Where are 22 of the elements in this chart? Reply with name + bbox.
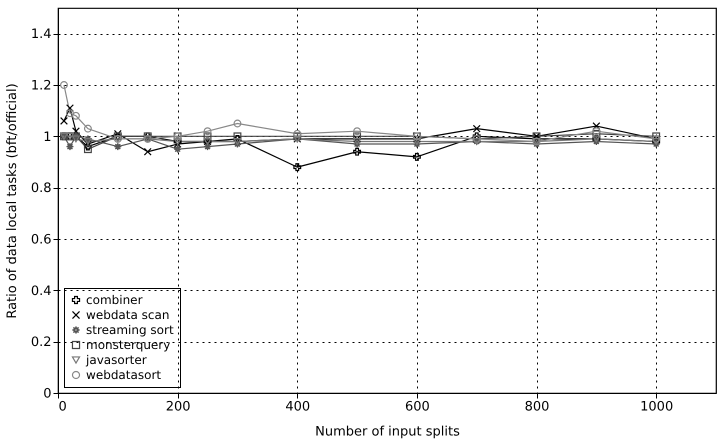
y-tick-label: 0.8	[30, 181, 52, 196]
legend-label: streaming sort	[86, 323, 174, 337]
y-tick-label: 1.4	[30, 27, 52, 42]
x-tick-label: 800	[524, 400, 550, 414]
y-tick-label: 1	[43, 130, 52, 145]
x-tick-label: 600	[404, 400, 430, 414]
x-tick-label: 400	[285, 400, 310, 414]
x-tick-label: 200	[166, 400, 191, 414]
y-tick-label: 0.2	[30, 335, 52, 350]
y-axis-title: Ratio of data local tasks (bft/official)	[4, 83, 20, 319]
legend-label: combiner	[86, 293, 143, 307]
y-tick-label: 0.6	[30, 232, 52, 248]
x-tick-label: 1000	[640, 400, 674, 414]
x-tick-label: 0	[58, 400, 67, 414]
legend-label: javasorter	[85, 353, 147, 367]
legend-label: monsterquery	[86, 338, 170, 352]
x-axis-title: Number of input splits	[315, 424, 460, 440]
y-tick-label: 0	[43, 386, 52, 402]
y-tick-label: 1.2	[30, 78, 52, 94]
legend-label: webdata scan	[86, 308, 170, 322]
legend-label: webdatasort	[86, 368, 162, 382]
y-tick-label: 0.4	[30, 284, 52, 299]
